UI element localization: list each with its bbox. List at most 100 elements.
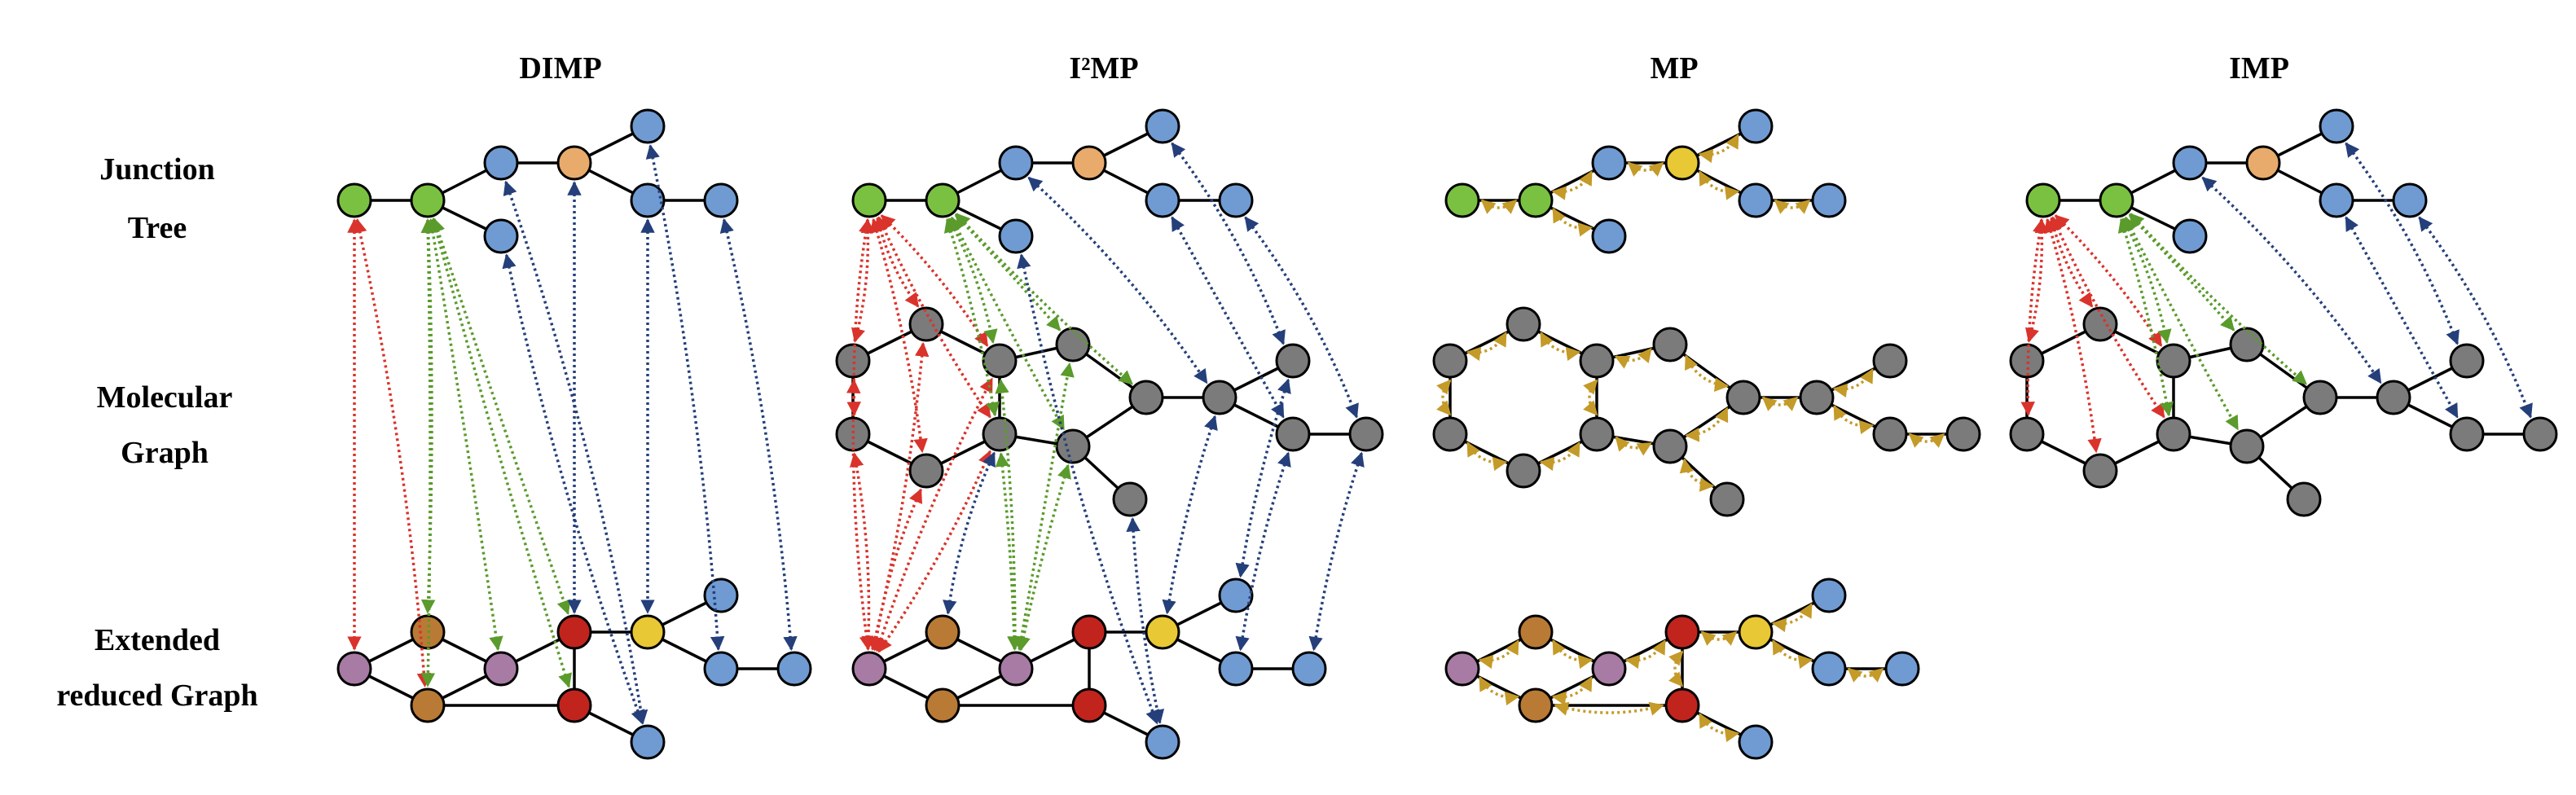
mp-jt-node xyxy=(1811,182,1847,218)
dimp-arrow-blue xyxy=(719,218,798,652)
panel-imp xyxy=(2009,108,2558,517)
dimp-arrow-green xyxy=(429,217,572,688)
i2mp-mol-node xyxy=(1348,416,1384,452)
mp-arrow-gold xyxy=(1552,208,1594,237)
i2mp-mol-node xyxy=(982,416,1018,452)
mp-erg-node xyxy=(1518,614,1554,650)
imp-mol-node xyxy=(2286,481,2322,517)
i2mp-mol-node xyxy=(1055,428,1091,464)
imp-mol-node xyxy=(2302,380,2338,415)
dimp-erg-node xyxy=(630,724,666,760)
mp-mol-node xyxy=(1652,428,1688,464)
mp-jt-node xyxy=(1738,108,1774,144)
mp-erg-node xyxy=(1811,651,1847,687)
dimp-erg-node xyxy=(556,687,592,723)
mp-erg-node xyxy=(1811,578,1847,613)
mp-mol-node xyxy=(1725,380,1761,415)
mp-arrow-gold xyxy=(1624,639,1667,670)
mp-jt-node xyxy=(1738,182,1774,218)
mp-mol-node xyxy=(1432,343,1468,379)
mp-mol-node xyxy=(1432,416,1468,452)
i2mp-arrow-red xyxy=(868,341,930,652)
mp-arrow-gold xyxy=(1551,170,1594,200)
i2mp-mol-node xyxy=(835,343,871,379)
i2mp-mol-node xyxy=(1128,380,1164,415)
i2mp-jt-node xyxy=(1145,182,1180,218)
mp-mol-node xyxy=(1652,327,1688,362)
mp-arrow-gold xyxy=(1583,379,1598,416)
i2mp-erg-node xyxy=(1145,614,1180,650)
mp-arrow-gold xyxy=(1700,630,1738,646)
dimp-erg-node xyxy=(776,651,812,687)
mp-erg-node xyxy=(1664,614,1700,650)
i2mp-arrow-blue xyxy=(1308,451,1365,652)
i2mp-jt-node xyxy=(851,182,887,218)
i2mp-arrow-blue xyxy=(1171,142,1286,345)
mp-erg-node xyxy=(1591,651,1627,687)
mp-arrow-gold xyxy=(1551,639,1594,670)
i2mp-arrow-green xyxy=(1014,362,1075,652)
i2mp-erg-node xyxy=(925,614,961,650)
mp-arrow-gold xyxy=(1685,406,1729,442)
mp-mol-node xyxy=(1872,416,1908,452)
imp-mol-node xyxy=(2156,416,2191,452)
imp-arrow-blue xyxy=(2345,142,2460,345)
panel-dimp xyxy=(336,108,812,760)
i2mp-mol-node xyxy=(1055,327,1091,362)
mp-erg-node xyxy=(1664,687,1700,723)
imp-mol-node xyxy=(2449,343,2485,379)
dimp-arrow-green xyxy=(431,217,571,615)
mp-erg-node xyxy=(1738,614,1774,650)
i2mp-mol-node xyxy=(835,416,871,452)
i2mp-arrow-blue xyxy=(1171,216,1285,419)
imp-jt-node xyxy=(2245,145,2281,181)
mp-arrow-gold xyxy=(1436,379,1452,416)
mp-erg-node xyxy=(1884,651,1920,687)
imp-mol-node xyxy=(2082,453,2118,489)
mp-mol-node xyxy=(1579,343,1615,379)
imp-mol-node xyxy=(2522,416,2558,452)
mp-arrow-gold xyxy=(1539,441,1581,472)
mp-arrow-gold xyxy=(1551,676,1594,706)
row-label-molecular-graph-line1: Molecular xyxy=(97,380,233,415)
i2mp-arrow-blue xyxy=(1162,415,1218,615)
i2mp-jt-node xyxy=(998,145,1034,181)
diagram-panels xyxy=(336,108,2558,760)
i2mp-erg-node xyxy=(1218,578,1254,613)
imp-jt-node xyxy=(2025,182,2061,218)
mp-arrow-gold xyxy=(1466,332,1508,362)
i2mp-erg-node xyxy=(998,651,1034,687)
dimp-jt-node xyxy=(556,145,592,181)
mp-arrow-gold xyxy=(1908,433,1945,448)
dimp-arrow-blue xyxy=(645,144,725,651)
imp-mol-node xyxy=(2009,343,2045,379)
dimp-erg-node xyxy=(703,651,739,687)
i2mp-erg-node xyxy=(1071,614,1107,650)
mp-mol-node xyxy=(1579,416,1615,452)
mp-mol-node xyxy=(1872,343,1908,379)
mp-erg-node xyxy=(1738,724,1774,760)
dimp-erg-node xyxy=(336,651,372,687)
i2mp-erg-node xyxy=(1291,651,1327,687)
i2mp-erg-node xyxy=(1145,724,1180,760)
dimp-arrow-red xyxy=(353,218,432,687)
imp-jt-node xyxy=(2392,182,2428,218)
i2mp-arrow-red xyxy=(874,377,994,652)
mp-arrow-gold xyxy=(1478,676,1520,706)
panel-title-mp: MP xyxy=(1650,51,1698,86)
i2mp-mol-node xyxy=(1112,481,1148,517)
i2mp-erg-node xyxy=(1218,651,1254,687)
mp-arrow-gold xyxy=(1832,368,1875,398)
i2mp-mol-node xyxy=(1202,380,1237,415)
i2mp-arrow-blue xyxy=(1126,517,1165,724)
mp-arrow-gold xyxy=(1698,134,1740,164)
mp-mol-node xyxy=(1945,416,1981,452)
i2mp-arrow-green xyxy=(995,452,1022,651)
imp-mol-node xyxy=(2376,380,2411,415)
mp-arrow-gold xyxy=(1761,396,1799,411)
dimp-jt-node xyxy=(483,145,519,181)
mp-arrow-gold xyxy=(1539,332,1581,362)
mp-arrow-gold xyxy=(1698,713,1740,743)
row-label-junction-tree-line1: Junction xyxy=(99,152,214,187)
